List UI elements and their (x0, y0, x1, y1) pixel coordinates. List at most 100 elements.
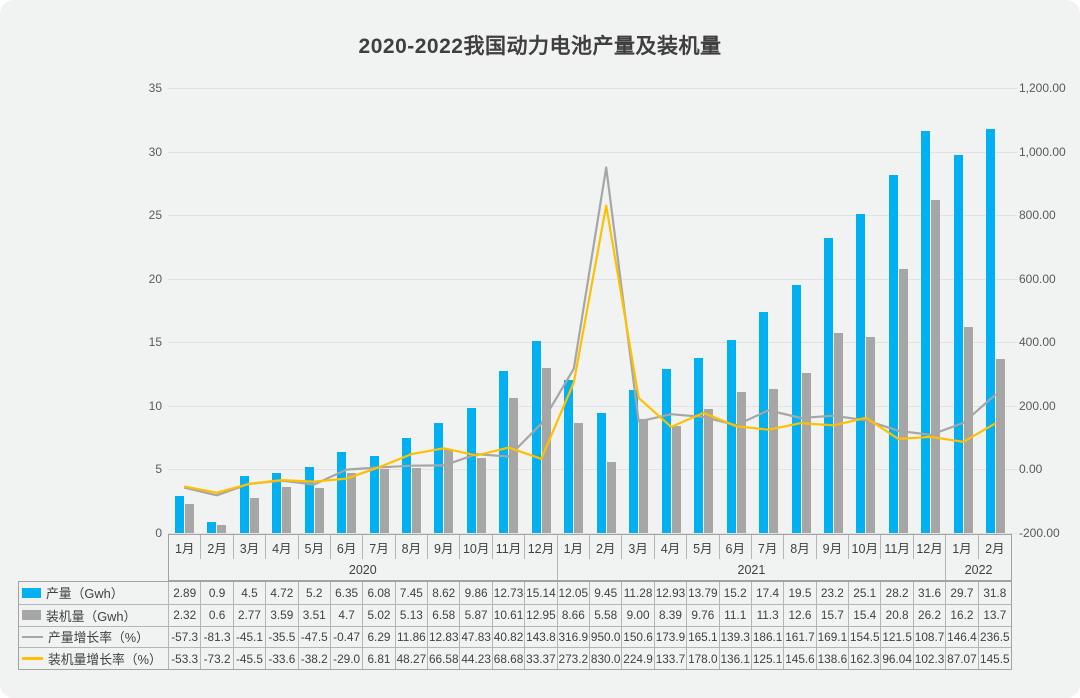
table-value-cell: -47.5 (298, 625, 331, 648)
table-value-cell: 169.1 (816, 625, 850, 648)
bar-installation (898, 268, 908, 533)
bar-production (661, 368, 671, 533)
table-value-cell: 9.76 (687, 603, 720, 626)
legend-label: 产量增长率（%） (48, 630, 149, 646)
table-value-cell: 11.3 (751, 603, 785, 626)
table-value-cell: 25.1 (849, 582, 882, 604)
month-label: 4月 (266, 535, 299, 559)
table-value-cell: 173.9 (654, 625, 688, 648)
table-value-cell: 15.2 (720, 582, 752, 604)
month-label: 12月 (914, 535, 947, 559)
table-value-cell: 161.7 (784, 625, 817, 648)
bar-production (921, 131, 931, 533)
bar-production (402, 438, 411, 533)
table-value-cell: 11.28 (622, 582, 655, 604)
table-value-cell: 9.45 (590, 582, 623, 604)
table-value-cell: -33.6 (266, 647, 299, 669)
table-value-cell: 48.27 (395, 647, 429, 669)
table-value-cell: 12.73 (493, 582, 526, 604)
bar-production (207, 521, 217, 533)
table-value-cell: 165.1 (687, 625, 720, 648)
bar-installation (834, 333, 843, 533)
bar-production (888, 174, 898, 533)
table-value-cell: 5.58 (590, 603, 623, 626)
bar-installation (444, 449, 454, 533)
table-value-cell: 4.72 (266, 582, 299, 604)
legend-label: 装机量（Gwh） (46, 608, 137, 624)
legend-label: 产量（Gwh） (46, 586, 124, 602)
bar-production (564, 379, 574, 533)
bar-installation (412, 467, 421, 533)
table-value-cell: 133.7 (654, 647, 688, 669)
table-value-cell: 146.4 (946, 625, 979, 648)
table-value-cell: -73.2 (201, 647, 234, 669)
bar-production (726, 339, 736, 533)
table-value-cell: 136.1 (719, 647, 752, 669)
table-value-cell: 162.3 (849, 647, 882, 669)
table-value-cell: 66.58 (428, 647, 461, 669)
table-value-cell: 6.35 (331, 582, 364, 604)
table-value-cell: 13.79 (687, 582, 720, 604)
table-value-cell: 87.07 (946, 647, 979, 669)
bar-installation (217, 525, 227, 533)
bar-production (791, 285, 801, 533)
legend-cell: 产量增长率（%） (19, 625, 169, 648)
bar-production (174, 496, 184, 533)
bar-legend-swatch (22, 610, 41, 621)
table-value-cell: 96.04 (881, 647, 914, 669)
y-axis-right-tick-label: 200.00 (1019, 398, 1056, 413)
bar-installation (963, 327, 973, 533)
data-table: 产量（Gwh） 2.89 0.9 4.5 4.72 5.2 6.35 6.08 7.45 8.62… (18, 581, 1012, 670)
table-value-cell: 5.02 (363, 603, 396, 626)
bar-production (856, 213, 866, 533)
year-label: 2022 (964, 562, 993, 577)
table-value-cell: 150.6 (622, 625, 655, 648)
table-value-cell: 178.0 (687, 647, 720, 669)
month-label: 9月 (817, 535, 850, 559)
bar-installation (606, 462, 616, 533)
table-value-cell: 108.7 (913, 625, 947, 648)
x-axis-month-row: 1月 2月 3月 4月 5月 6月 7月 8月 9月 10月 11月 12月 1月 2月 3月 4月 5月 6月 7… (168, 534, 1012, 559)
bar-installation (866, 337, 876, 533)
table-value-cell: 6.58 (428, 603, 461, 626)
table-value-cell: 31.8 (983, 585, 1007, 600)
bar-production (434, 423, 444, 533)
bar-installation (704, 408, 714, 533)
month-label: 3月 (622, 535, 655, 559)
y-axis-right-tick-label: -200.00 (1019, 526, 1060, 540)
table-value-cell: -45.1 (233, 625, 267, 648)
table-value-cell: -57.3 (169, 625, 202, 648)
gridline (168, 151, 1017, 153)
table-value-cell: -45.5 (233, 647, 267, 669)
table-value-cell: 139.3 (719, 625, 752, 648)
y-axis-left-tick-label: 5 (155, 462, 162, 477)
bar-installation (736, 391, 746, 533)
bar-legend-swatch (22, 587, 41, 598)
table-value-cell: 236.5 (978, 625, 1011, 648)
table-value-cell: 6.08 (363, 582, 396, 604)
month-label: 1月 (946, 535, 979, 559)
month-label: 4月 (655, 535, 688, 559)
table-value-cell: 273.2 (557, 647, 590, 669)
bar-installation (574, 422, 584, 533)
table-value-cell: 186.1 (751, 625, 785, 648)
bar-installation (541, 368, 551, 534)
table-value-cell: 2.77 (233, 603, 267, 626)
legend-cell: 装机量增长率（%） (19, 647, 169, 669)
table-value-cell: 316.9 (557, 625, 590, 648)
table-value-cell: 224.9 (622, 647, 655, 669)
table-value-cell: 15.14 (525, 582, 558, 604)
table-value-cell: 9.00 (622, 603, 655, 626)
bar-installation (996, 358, 1006, 533)
line-legend-swatch (22, 657, 43, 660)
y-axis-right-tick-label: 1,200.00 (1019, 81, 1066, 95)
table-value-cell: 16.2 (946, 603, 979, 626)
bar-production (824, 238, 833, 533)
table-value-cell: 15.7 (816, 603, 850, 626)
month-label: 2月 (201, 535, 234, 559)
bar-installation (769, 389, 778, 533)
month-label: 7月 (752, 535, 785, 559)
table-value-cell: 11.1 (719, 603, 752, 626)
month-label: 11月 (881, 535, 914, 559)
